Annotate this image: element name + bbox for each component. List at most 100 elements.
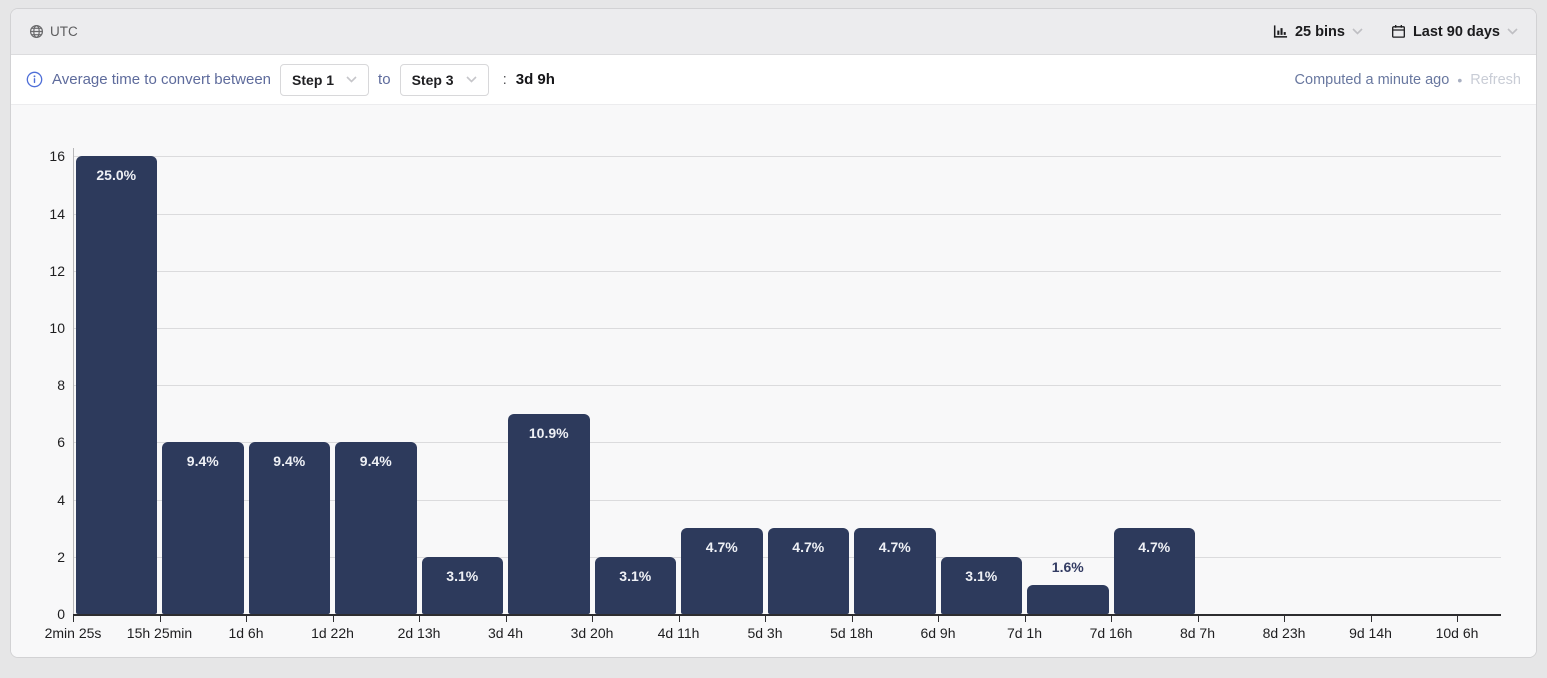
date-range-dropdown[interactable]: Last 90 days	[1391, 24, 1518, 40]
topbar-controls: 25 bins Last 90 days	[1273, 24, 1518, 40]
y-tick-label: 4	[57, 491, 65, 508]
timezone-button[interactable]: UTC	[29, 24, 78, 39]
chart-section: 0 2 4 6 8 10 12 14 16 2min 25s 15h 25min 1d 6h 1d 22…	[11, 105, 1536, 657]
gridline	[73, 156, 1501, 158]
x-tickmark	[159, 616, 161, 622]
globe-icon	[29, 24, 44, 39]
from-step-dropdown[interactable]: Step 1	[280, 63, 370, 96]
x-tickmark	[765, 616, 766, 622]
x-tickmark	[678, 616, 680, 622]
x-tick-label: 1d 22h	[311, 625, 354, 641]
x-tickmark	[938, 616, 939, 622]
x-tick-label: 15h 25min	[126, 625, 193, 641]
x-tick-label: 5d 3h	[747, 625, 783, 641]
histogram-bar[interactable]	[335, 442, 417, 614]
x-tick-label: 2min 25s	[44, 625, 102, 641]
bar-value-label: 4.7%	[705, 539, 738, 556]
average-conversion-time-value: 3d 9h	[515, 71, 555, 88]
histogram-plot: 0 2 4 6 8 10 12 14 16 2min 25s 15h 25min 1d 6h 1d 22…	[11, 105, 1536, 657]
computed-status: Computed a minute ago	[1294, 71, 1450, 88]
bar-value-label: 1.6%	[1051, 559, 1084, 576]
histogram-bar[interactable]	[940, 556, 1022, 614]
bar-value-label: 25.0%	[96, 167, 137, 184]
gridline	[73, 442, 1501, 444]
y-tick-label: 16	[49, 148, 65, 165]
histogram-bar[interactable]	[767, 528, 849, 614]
x-tickmark	[332, 616, 334, 622]
y-tick-label: 12	[49, 262, 65, 279]
date-range-label: Last 90 days	[1412, 23, 1500, 40]
histogram-bar[interactable]	[421, 556, 503, 614]
histogram-bar[interactable]	[681, 528, 763, 614]
x-tick-label: 6d 9h	[920, 625, 956, 641]
histogram-bar[interactable]	[1027, 585, 1109, 614]
x-tick-label: 10d 6h	[1435, 625, 1479, 641]
x-tickmark	[73, 616, 74, 622]
x-tickmark	[1284, 616, 1285, 622]
histogram-bar[interactable]	[508, 413, 590, 614]
x-tickmark	[1197, 616, 1199, 622]
to-step-dropdown[interactable]: Step 3	[399, 63, 489, 96]
topbar: UTC 25 bins	[11, 9, 1536, 55]
x-tickmark	[592, 616, 593, 622]
x-tick-label: 3d 20h	[570, 625, 614, 641]
to-step-label: Step 3	[411, 71, 454, 88]
y-axis	[73, 148, 74, 614]
x-tick-label: 1d 6h	[228, 625, 264, 641]
chevron-down-icon	[346, 76, 357, 83]
bins-dropdown[interactable]: 25 bins	[1273, 24, 1363, 40]
histogram-bar[interactable]	[248, 442, 330, 614]
bar-value-label: 4.7%	[1138, 539, 1171, 556]
x-tickmark	[1024, 616, 1026, 622]
x-tickmark	[851, 616, 853, 622]
bar-value-label: 3.1%	[619, 567, 652, 584]
histogram-bar[interactable]	[854, 528, 936, 614]
chevron-down-icon	[1507, 28, 1518, 35]
histogram-icon	[1273, 24, 1288, 39]
gridline	[73, 213, 1501, 215]
gridline	[73, 499, 1501, 501]
histogram-bar[interactable]	[75, 156, 157, 614]
x-tick-label: 7d 16h	[1089, 625, 1133, 641]
gridline	[73, 270, 1501, 272]
x-tickmark	[419, 616, 420, 622]
x-tick-label: 5d 18h	[830, 625, 873, 641]
timezone-label: UTC	[50, 24, 78, 39]
dot-separator: •	[1457, 71, 1463, 88]
histogram-bar[interactable]	[594, 556, 676, 614]
colon-separator: :	[502, 71, 507, 88]
bar-value-label: 3.1%	[446, 567, 479, 584]
calendar-icon	[1391, 24, 1406, 39]
histogram-bar[interactable]	[1113, 528, 1195, 614]
info-icon[interactable]	[26, 71, 43, 88]
bar-value-label: 4.7%	[878, 539, 911, 556]
bar-value-label: 9.4%	[186, 453, 219, 470]
y-tick-label: 0	[57, 606, 65, 622]
bar-value-label: 9.4%	[359, 453, 392, 470]
compute-status-area: Computed a minute ago • Refresh	[1295, 72, 1521, 88]
chevron-down-icon	[1352, 28, 1363, 35]
x-tick-label: 9d 14h	[1349, 625, 1392, 641]
chevron-down-icon	[466, 76, 477, 83]
funnel-time-to-convert-toolbar: Average time to convert between Step 1 t…	[11, 55, 1536, 105]
refresh-button[interactable]: Refresh	[1470, 71, 1521, 88]
bar-value-label: 3.1%	[965, 567, 998, 584]
gridline	[73, 385, 1501, 387]
x-tickmark	[246, 616, 247, 622]
to-label: to	[378, 71, 391, 88]
x-tick-label: 8d 7h	[1179, 625, 1216, 641]
y-tick-label: 2	[57, 548, 65, 565]
bins-label: 25 bins	[1294, 23, 1345, 40]
y-tick-label: 8	[57, 377, 65, 394]
x-tick-label: 7d 1h	[1006, 625, 1043, 641]
y-tick-label: 10	[49, 320, 65, 336]
y-tick-label: 6	[57, 434, 65, 451]
description-label: Average time to convert between	[52, 71, 272, 88]
x-axis	[73, 614, 1501, 616]
gridline	[73, 328, 1501, 329]
x-tick-label: 2d 13h	[397, 625, 441, 641]
from-step-label: Step 1	[292, 71, 335, 88]
histogram-bar[interactable]	[162, 442, 244, 614]
x-tickmark	[1457, 616, 1458, 622]
